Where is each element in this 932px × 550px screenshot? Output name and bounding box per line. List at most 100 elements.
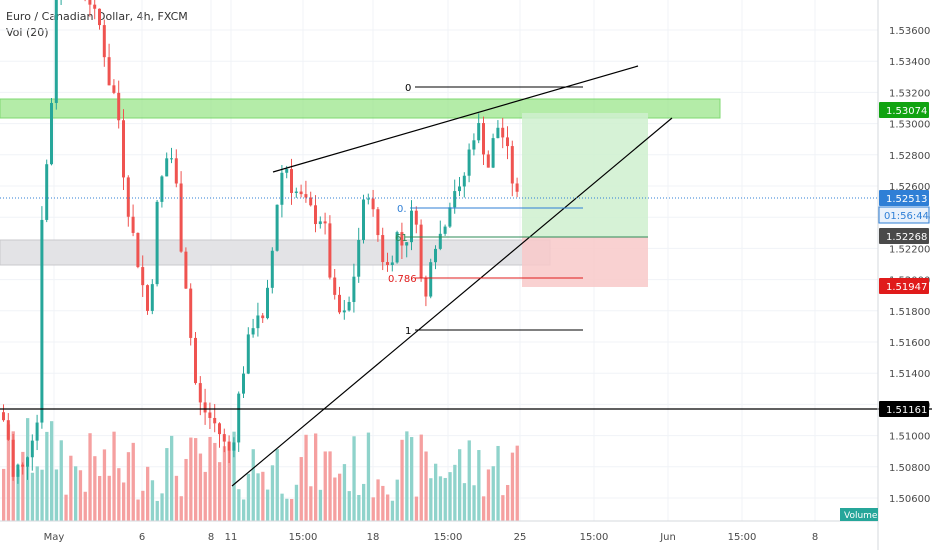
volume-bar	[400, 439, 404, 521]
candle-body	[290, 169, 293, 193]
candle-body	[256, 315, 260, 329]
volume-bar	[414, 496, 419, 521]
volume-bar	[309, 486, 313, 521]
candle-body	[184, 251, 188, 289]
volume-bar	[237, 489, 241, 521]
volume-bar	[472, 485, 476, 521]
candle-body	[155, 201, 159, 285]
fib-label-1: 1	[405, 326, 411, 337]
candle-body	[309, 197, 313, 206]
volume-bar	[218, 462, 222, 521]
candle-body	[299, 191, 303, 195]
candles	[2, 0, 519, 484]
candle-body	[477, 123, 481, 141]
volume-bar	[189, 437, 193, 521]
volume-bar	[174, 475, 179, 521]
volume-bar	[318, 489, 323, 521]
candle-body	[2, 412, 5, 421]
candle-body	[362, 199, 365, 240]
candle-body	[227, 441, 231, 451]
drawings: 0 0. 61 0.786 1	[0, 65, 932, 487]
price-badge-label: 1.53074	[886, 106, 927, 117]
candle-body	[347, 301, 351, 311]
candle-body	[45, 164, 49, 220]
candle-body	[405, 242, 409, 246]
volume-bar	[347, 491, 351, 521]
volume-bar	[338, 473, 342, 521]
candle-body	[112, 85, 116, 93]
candle-body	[448, 207, 452, 227]
candle-body	[218, 423, 221, 435]
volume-bar	[290, 498, 294, 521]
y-tick-label: 1.53200	[889, 88, 930, 99]
candle-body	[352, 276, 356, 302]
price-badge	[879, 102, 929, 118]
volume-bar	[112, 431, 116, 521]
candle-body	[160, 176, 164, 202]
volume-bar	[50, 421, 54, 521]
x-tick-label: 15:00	[580, 532, 609, 543]
y-tick-label: 1.51000	[889, 432, 930, 443]
lower-trendline	[231, 117, 673, 487]
volume-bar	[314, 433, 318, 521]
profit-target-zone	[522, 113, 648, 237]
volume-indicator-label: Vol (20)	[6, 26, 49, 39]
volume-bar	[438, 476, 443, 521]
candle-body	[304, 194, 308, 198]
candle-body	[390, 262, 394, 265]
volume-bar	[155, 500, 159, 521]
support-zone	[0, 239, 551, 266]
candle-body	[314, 205, 317, 225]
x-tick-label: 15:00	[289, 532, 318, 543]
volume-bar	[506, 484, 510, 521]
candle-body	[501, 127, 505, 138]
volume-bar	[352, 436, 356, 521]
volume-bar	[136, 499, 140, 521]
volume-bar	[357, 494, 361, 521]
candle-body	[40, 219, 44, 423]
volume-bar	[510, 452, 515, 521]
volume-bar	[410, 437, 414, 521]
countdown-label: 01:56:44	[884, 211, 929, 222]
candle-body	[366, 198, 370, 200]
fib-label-05: 0.	[397, 204, 407, 215]
volume-bar	[146, 466, 150, 521]
candle-body	[189, 288, 193, 338]
volume-bar	[275, 449, 279, 521]
volume-bar	[179, 496, 183, 521]
volume-bar	[482, 496, 486, 521]
candle-body	[424, 277, 428, 297]
volume-bar	[246, 473, 251, 521]
volume-bar	[304, 434, 308, 521]
candle-body	[50, 102, 53, 165]
x-tick-label: 11	[225, 532, 238, 543]
volume-bar	[448, 472, 452, 521]
volume-bar	[270, 465, 275, 521]
volume-bar	[30, 472, 35, 521]
volume-badge	[840, 508, 878, 521]
price-badge-label: 1.52268	[886, 232, 927, 243]
y-tick-label: 1.51600	[889, 338, 930, 349]
candle-body	[458, 186, 461, 192]
candle-body	[165, 158, 169, 177]
volume-bar	[501, 495, 505, 521]
candle-body	[285, 169, 289, 173]
volume-bar	[45, 431, 49, 521]
x-tick-label: 8	[812, 532, 818, 543]
candle-body	[414, 210, 418, 225]
candle-body	[515, 183, 519, 192]
candle-body	[21, 464, 25, 467]
volume-bar	[285, 498, 289, 521]
candle-body	[357, 239, 361, 277]
volume-bar	[515, 445, 519, 521]
candle-body	[338, 294, 341, 313]
candle-body	[222, 434, 226, 442]
candle-body	[434, 248, 437, 263]
y-tick-label: 1.52200	[889, 244, 930, 255]
x-tick-label: 15:00	[728, 532, 757, 543]
candle-body	[323, 221, 327, 224]
candle-body	[280, 172, 284, 205]
volume-bar	[213, 442, 217, 521]
